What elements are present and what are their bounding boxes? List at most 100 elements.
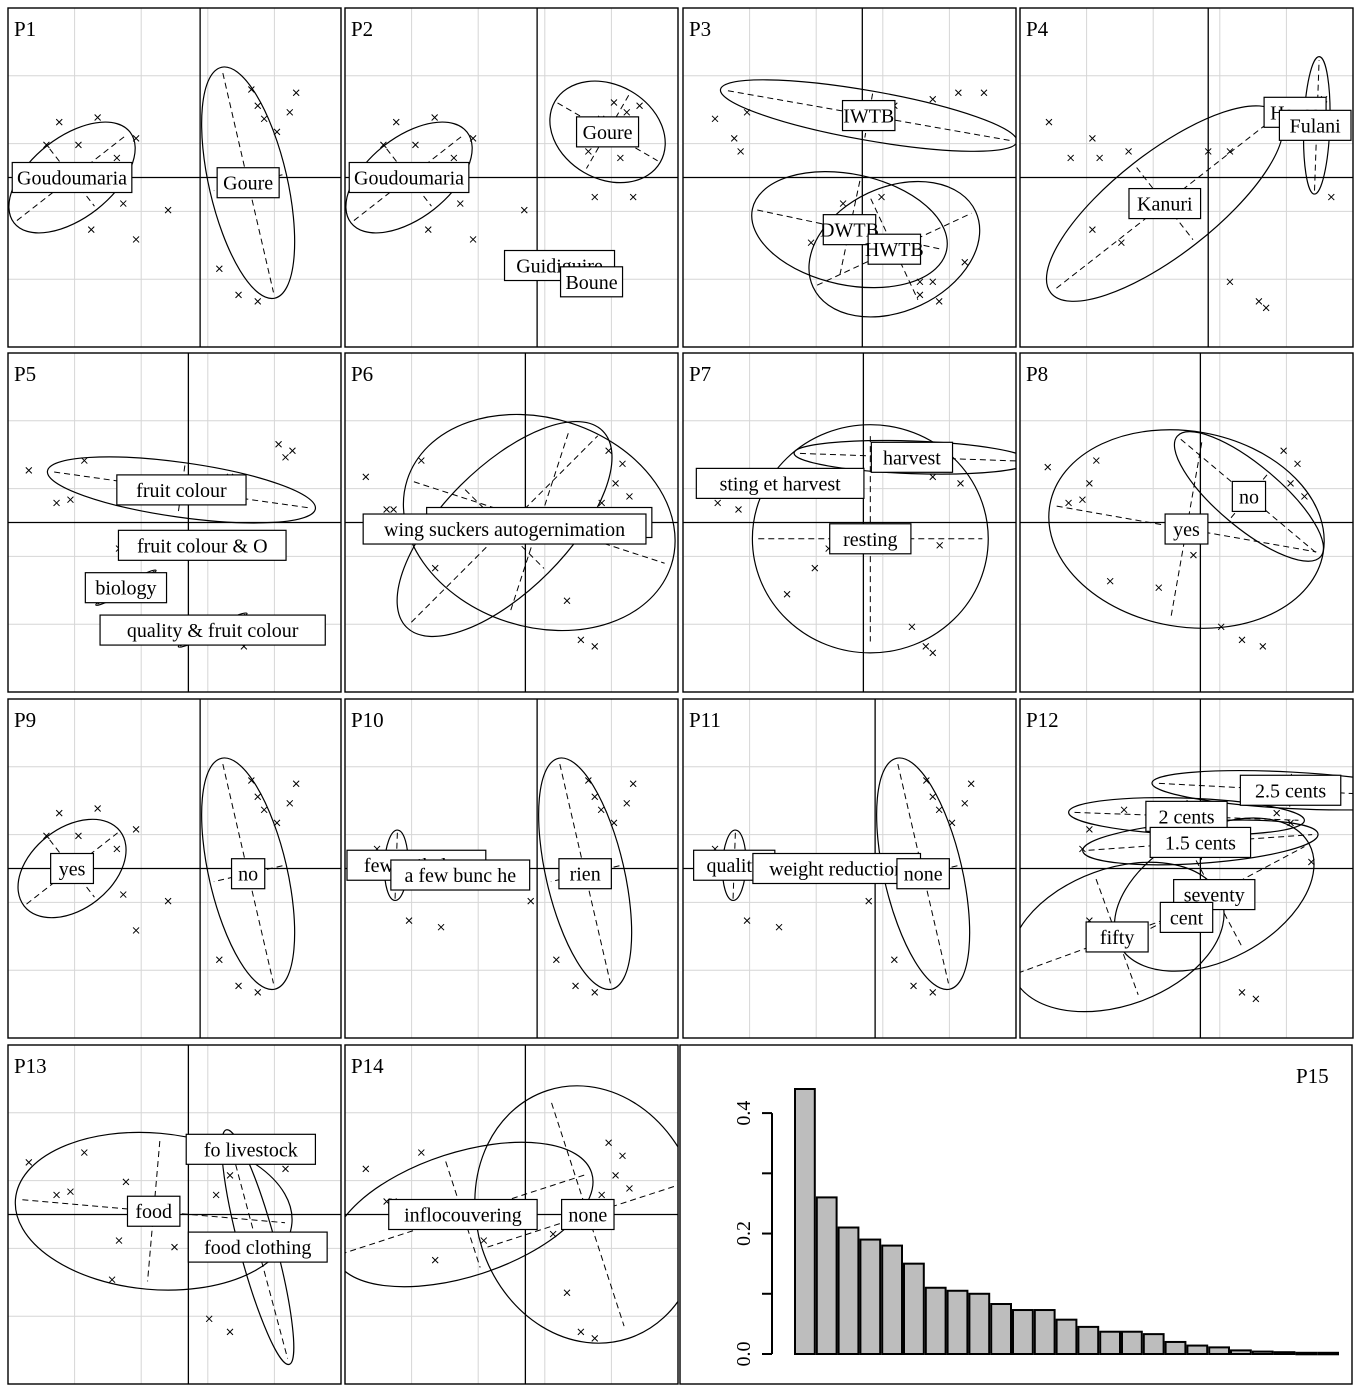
data-point <box>247 777 255 784</box>
group-label: Goudoumaria <box>348 161 470 194</box>
group-label: yes <box>1164 513 1209 545</box>
data-point <box>55 118 63 126</box>
data-point <box>711 115 719 123</box>
group-ellipse <box>396 420 613 638</box>
data-point <box>1117 239 1125 247</box>
group-label: yes <box>50 852 95 885</box>
group-label-box <box>870 441 954 473</box>
data-point <box>908 623 916 631</box>
panel-title: P12 <box>1026 708 1059 732</box>
panel-P7: harvest sting et harvest resting P7 <box>682 352 1017 693</box>
group-label-text: inflocouvering <box>404 1205 522 1227</box>
group-label-box <box>126 1195 181 1227</box>
panel-P5: fruit colour fruit colour & O biology quali… <box>7 352 342 693</box>
data-point <box>164 897 172 905</box>
group-label: Goure <box>575 116 640 148</box>
group-label-text: none <box>568 1205 607 1227</box>
group-label: resting <box>829 523 912 555</box>
data-point <box>783 590 791 598</box>
data-point <box>275 440 282 448</box>
data-point <box>67 496 74 504</box>
eigenvalue-bar <box>903 1262 925 1355</box>
eigenvalue-bar <box>881 1244 904 1356</box>
data-point <box>1079 496 1086 504</box>
data-point <box>113 845 121 853</box>
group-label-box <box>216 167 280 199</box>
eigenvalue-bar <box>1186 1344 1209 1356</box>
data-point <box>929 473 937 481</box>
group-label-box <box>1278 109 1352 141</box>
panel-title: P2 <box>351 17 373 41</box>
eigenvalue-bar <box>924 1286 947 1355</box>
group-label-text: seventy <box>1184 885 1245 907</box>
group-label: fruit colour <box>116 474 247 506</box>
eigenvalue-bar <box>1251 1350 1274 1356</box>
data-point <box>292 780 300 788</box>
panel-frame <box>344 1044 679 1385</box>
group-label: cent <box>1159 901 1214 933</box>
data-point <box>916 291 924 299</box>
panel-P4: KanuriHausaFulaniP4 <box>1019 7 1354 348</box>
data-point <box>113 154 121 162</box>
data-point <box>617 154 624 162</box>
group-label: biology <box>84 572 168 604</box>
group-ellipse <box>8 121 136 234</box>
group-label-box <box>388 1198 538 1231</box>
group-label-box <box>99 614 326 646</box>
group-ellipse <box>46 456 317 524</box>
data-point <box>286 108 294 116</box>
group-label-text: a few bunc he <box>404 865 516 887</box>
data-point <box>1155 584 1163 592</box>
panel-title: P4 <box>1026 17 1049 41</box>
group-label-text: quality <box>706 855 762 877</box>
data-point <box>1086 480 1093 487</box>
data-point <box>171 1243 178 1251</box>
group-label-text: fruit colour & O <box>137 535 268 557</box>
group-label-box <box>695 467 865 499</box>
group-label-text: Goudoumaria <box>17 168 127 190</box>
group-ellipse <box>808 180 981 318</box>
panel-title: P6 <box>351 362 373 386</box>
panel-title: P7 <box>689 362 711 386</box>
data-point <box>1089 226 1096 234</box>
data-point <box>383 506 390 513</box>
group-label: quality & fruit colour <box>99 614 326 646</box>
group-label-box <box>829 523 912 555</box>
panel-frame <box>7 1044 342 1385</box>
group-label-box <box>896 858 950 890</box>
data-point <box>811 564 819 572</box>
group-ellipse <box>751 424 989 654</box>
eigenvalue-bar <box>1012 1309 1034 1355</box>
group-minor-axis <box>49 148 95 207</box>
panel-frame <box>682 352 1017 693</box>
group-label: weight reduction <box>752 852 922 885</box>
data-point <box>437 923 445 931</box>
data-point <box>75 832 82 840</box>
panel-title: P11 <box>689 708 721 732</box>
data-point <box>390 506 397 513</box>
data-point <box>577 636 585 644</box>
data-point <box>67 1188 74 1196</box>
y-tick-label: 0.2 <box>733 1221 755 1246</box>
data-point <box>286 799 294 807</box>
data-point <box>424 226 432 234</box>
eigenvalue-bar <box>859 1238 882 1356</box>
group-label-box <box>117 529 287 561</box>
data-point <box>215 265 223 273</box>
data-point <box>961 799 969 807</box>
data-point <box>380 141 387 149</box>
group-ellipse <box>474 1085 678 1344</box>
group-label: no <box>230 858 266 890</box>
data-point <box>957 480 964 487</box>
data-point <box>1106 577 1114 585</box>
group-label-box <box>11 161 133 194</box>
panel-frame <box>344 7 679 348</box>
group-label-text: weight reduction <box>769 859 904 881</box>
group-label-text: IWTB <box>843 106 894 128</box>
panel-P1: Goudoumaria Goure P1 <box>7 7 342 348</box>
data-point <box>480 1237 488 1244</box>
panel-frame <box>682 7 1017 348</box>
eigenvalue-bar <box>1121 1330 1143 1356</box>
data-point <box>563 1289 571 1297</box>
